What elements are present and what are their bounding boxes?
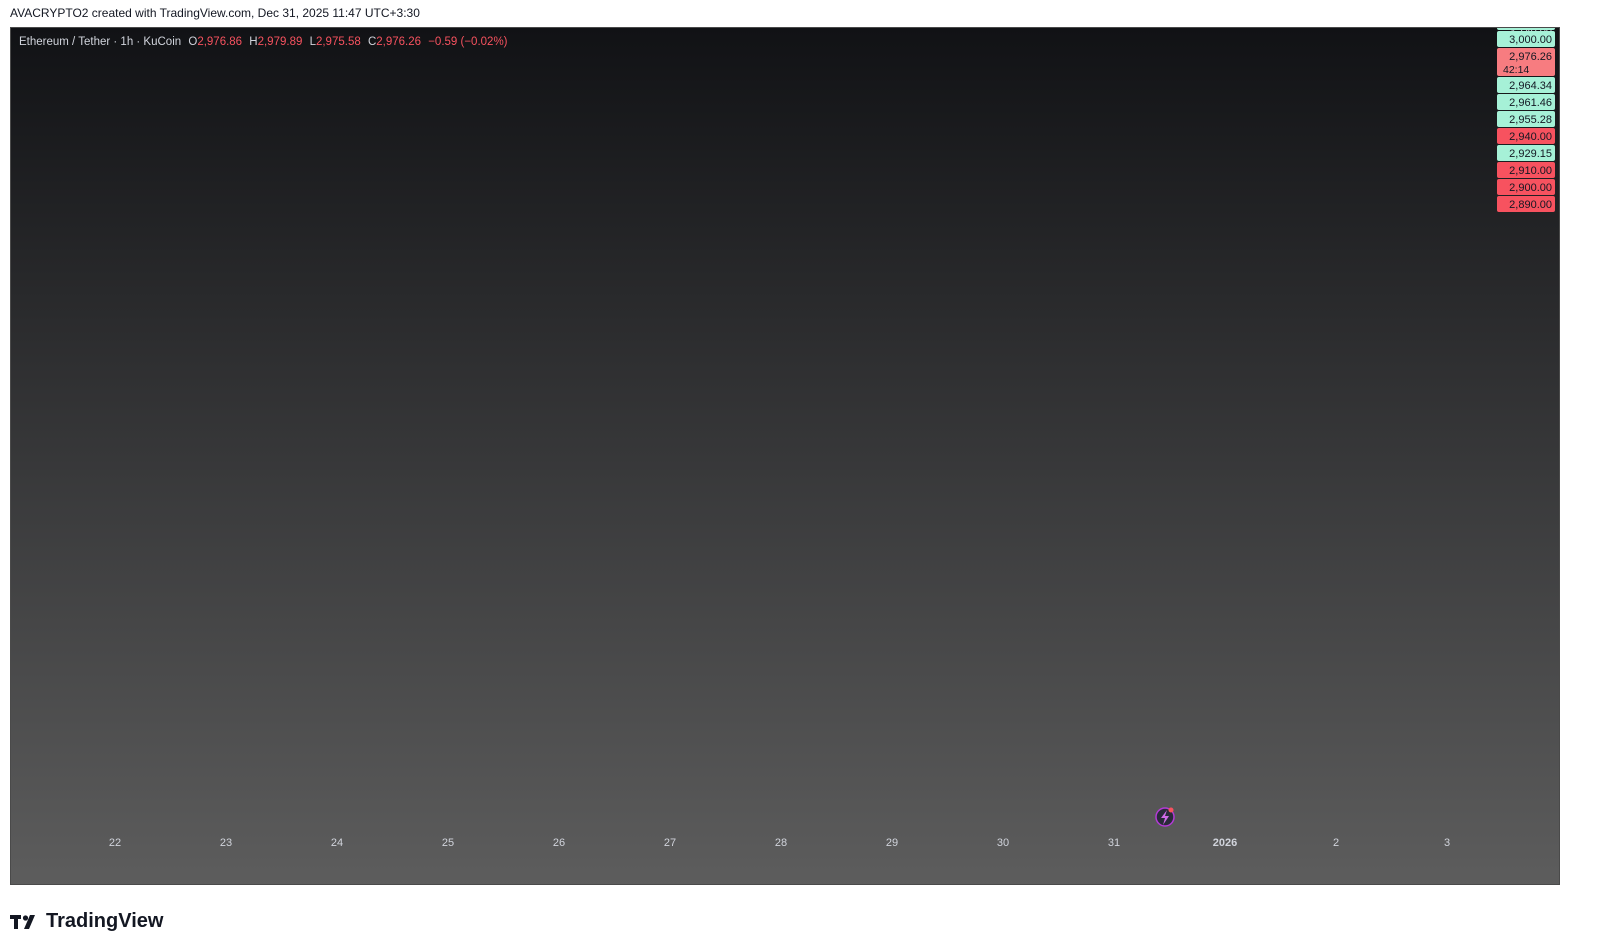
price-badge-label: 2,964.34 — [1509, 80, 1552, 92]
tradingview-logo[interactable]: TradingView — [10, 910, 163, 933]
x-tick-label: 31 — [1108, 837, 1120, 849]
price-chart[interactable]: 3,140.003,120.003,100.003,060.003,040.00… — [11, 28, 1560, 885]
high-label: H — [249, 36, 258, 48]
price-badge — [1497, 31, 1555, 47]
price-badge-label: 3,000.00 — [1509, 28, 1552, 29]
events-dot — [1168, 807, 1174, 813]
price-badge-label: 2,900.00 — [1509, 182, 1552, 194]
price-badge-label: 2,910.00 — [1509, 165, 1552, 177]
brand-name: TradingView — [46, 910, 164, 932]
price-badge-label: 2,955.28 — [1509, 114, 1552, 126]
price-badge — [1497, 196, 1555, 212]
x-tick-label: 2026 — [1213, 837, 1237, 849]
low-value: 2,975.58 — [315, 36, 361, 48]
chart-area[interactable]: 3,140.003,120.003,100.003,060.003,040.00… — [10, 27, 1560, 885]
change-value: −0.59 (−0.02%) — [428, 36, 508, 48]
x-tick-label: 23 — [220, 837, 232, 849]
x-tick-label: 25 — [442, 837, 454, 849]
x-tick-label: 27 — [664, 837, 676, 849]
price-badge-label: 3,000.00 — [1509, 34, 1552, 46]
close-label: C — [367, 36, 377, 48]
low-label: L — [309, 36, 316, 48]
price-badge — [1497, 179, 1555, 195]
price-badge-label: 2,976.26 — [1509, 51, 1552, 63]
high-value: 2,979.89 — [257, 36, 303, 48]
x-tick-label: 29 — [886, 837, 898, 849]
symbol-label: Ethereum / Tether · 1h · KuCoin — [19, 36, 182, 48]
open-value: 2,976.86 — [197, 36, 243, 48]
open-label: O — [188, 36, 198, 48]
x-tick-label: 26 — [553, 837, 565, 849]
price-badge — [1497, 48, 1555, 76]
price-badge — [1497, 111, 1555, 127]
price-badge-label: 2,940.00 — [1509, 131, 1552, 143]
price-badge — [1497, 77, 1555, 93]
price-badge-label: 2,929.15 — [1509, 148, 1552, 160]
countdown-label: 42:14 — [1503, 64, 1529, 76]
close-value: 2,976.26 — [376, 36, 422, 48]
bolt-shape — [1161, 810, 1169, 825]
x-tick-label: 30 — [997, 837, 1009, 849]
price-badge-label: 2,961.46 — [1509, 97, 1552, 109]
x-tick-label: 28 — [775, 837, 787, 849]
tradingview-logo-icon — [10, 914, 35, 929]
price-badge-label: 2,890.00 — [1509, 199, 1552, 211]
price-badge — [1497, 94, 1555, 110]
price-badge — [1497, 28, 1555, 30]
x-tick-label: 22 — [109, 837, 121, 849]
price-badge — [1497, 128, 1555, 144]
x-tick-label: 2 — [1333, 837, 1339, 849]
ohlc-legend: Ethereum / Tether · 1h · KuCoin O2,976.8… — [19, 36, 508, 48]
price-badge — [1497, 162, 1555, 178]
chart-attribution: AVACRYPTO2 created with TradingView.com,… — [10, 6, 420, 20]
price-badge — [1497, 145, 1555, 161]
x-tick-label: 3 — [1444, 837, 1450, 849]
x-tick-label: 24 — [331, 837, 343, 849]
events-bolt-icon — [1155, 807, 1175, 827]
chart-background — [11, 28, 1559, 884]
